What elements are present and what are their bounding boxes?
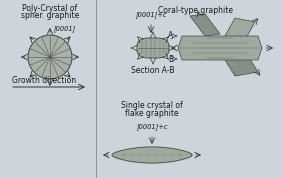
Text: spher. graphite: spher. graphite (21, 11, 79, 20)
Text: Coral-type graphite: Coral-type graphite (158, 6, 233, 15)
Text: Growth direction: Growth direction (12, 76, 76, 85)
Text: [0001]: [0001] (54, 25, 76, 32)
Polygon shape (225, 18, 255, 40)
Polygon shape (225, 56, 258, 76)
Text: [0001]+c: [0001]+c (135, 11, 167, 18)
Text: A: A (168, 32, 173, 41)
Polygon shape (178, 36, 262, 60)
Text: [0001]+c: [0001]+c (136, 123, 168, 130)
Circle shape (28, 35, 72, 79)
Polygon shape (137, 38, 169, 58)
Text: Single crystal of: Single crystal of (121, 101, 183, 110)
Text: B: B (168, 54, 173, 64)
Polygon shape (112, 147, 192, 163)
Text: Section A-B: Section A-B (131, 66, 175, 75)
Text: flake graphite: flake graphite (125, 109, 179, 118)
Text: Poly-Crystal of: Poly-Crystal of (22, 4, 78, 13)
Polygon shape (190, 14, 220, 36)
